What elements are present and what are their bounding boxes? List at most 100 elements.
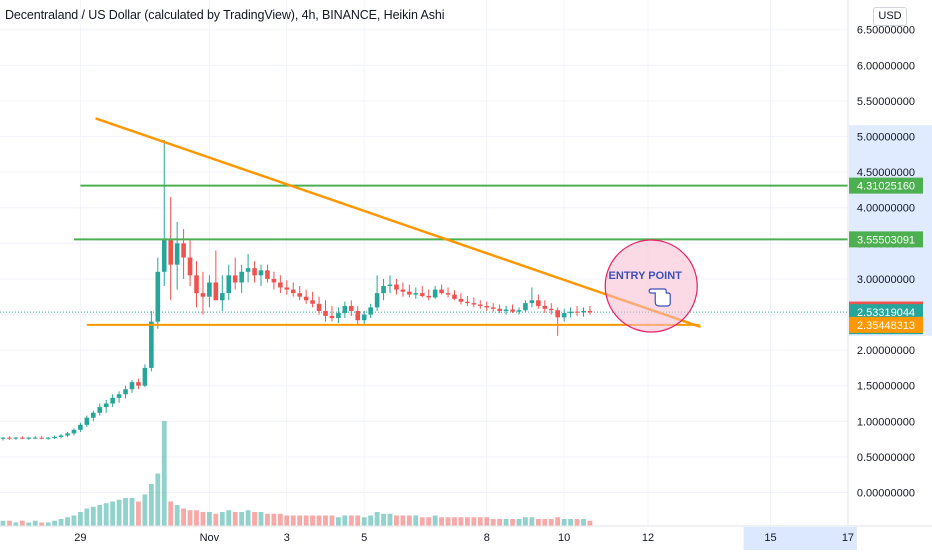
candle-body: [452, 294, 457, 299]
candle-body: [123, 389, 128, 395]
volume-bar: [342, 515, 348, 526]
volume-bar: [568, 519, 573, 526]
candle: [52, 435, 57, 440]
volume-bar: [355, 515, 361, 526]
candle-body: [303, 296, 309, 301]
volume-bar: [245, 510, 251, 526]
candle-body: [510, 309, 515, 312]
volume-bar: [103, 503, 109, 526]
candle-body: [432, 289, 438, 298]
volume-bar: [310, 515, 315, 526]
volume-bar: [265, 513, 270, 526]
trendline: [95, 117, 701, 328]
volume-bar: [7, 520, 12, 526]
candle: [374, 275, 380, 311]
candle: [278, 275, 283, 294]
volume-bar: [490, 519, 496, 526]
candle-body: [329, 315, 335, 319]
time-tick-label: 17: [842, 532, 854, 544]
volume-bar: [226, 510, 232, 526]
candle-body: [265, 270, 270, 279]
candle-body: [149, 321, 154, 368]
candle-body: [168, 239, 173, 265]
volume-bar: [523, 517, 528, 526]
candle: [336, 307, 341, 324]
price-tick-label: 5.50000000: [857, 96, 915, 108]
volume-bar: [168, 501, 174, 526]
volume-bar: [323, 515, 328, 526]
price-label-box: [849, 231, 923, 248]
volume-bar: [174, 505, 180, 526]
candle-body: [97, 407, 103, 413]
horizontal-levels: [73, 184, 848, 326]
volume-bar: [329, 515, 335, 526]
candle-body: [503, 309, 509, 311]
trendline[interactable]: [95, 117, 701, 328]
candle-body: [200, 293, 206, 297]
volume-bar: [45, 522, 51, 526]
price-tick-label: 5.00000000: [857, 132, 915, 144]
candle-body: [355, 310, 361, 321]
candle: [581, 307, 586, 317]
volume-bar: [361, 517, 367, 526]
candle-body: [419, 293, 425, 296]
price-tick-label: 0.00000000: [857, 488, 915, 500]
volume-bar: [426, 517, 432, 526]
candle-body: [20, 437, 25, 439]
volume-bar: [510, 519, 515, 526]
candle: [478, 300, 483, 309]
candle-body: [381, 286, 386, 294]
candle-body: [252, 268, 257, 276]
candle-body: [142, 367, 148, 386]
candle: [465, 295, 470, 306]
candle: [187, 239, 193, 287]
volume-bar: [32, 520, 38, 526]
candle: [207, 275, 212, 308]
price-label[interactable]: 2.35448313: [849, 316, 923, 333]
candle-body: [490, 307, 496, 309]
candle: [161, 140, 167, 287]
volume-bar: [477, 517, 483, 526]
candle-body: [555, 310, 560, 318]
candle-body: [561, 313, 567, 318]
candle-body: [581, 310, 586, 313]
volume-bar: [58, 519, 64, 526]
volume-bar: [374, 512, 380, 526]
candle-body: [542, 305, 548, 309]
candle: [529, 287, 535, 308]
candle: [452, 290, 457, 301]
candle-body: [574, 311, 580, 313]
time-tick-label: 3: [284, 532, 290, 544]
volume-bar: [387, 513, 393, 526]
candle: [426, 289, 431, 301]
time-tick-label: 5: [361, 532, 367, 544]
price-label[interactable]: 4.31025160: [849, 177, 923, 194]
candle-body: [439, 289, 444, 294]
currency-button[interactable]: USD: [873, 7, 907, 26]
volume-bar: [394, 515, 399, 526]
volume-bar: [400, 515, 406, 526]
price-label[interactable]: 3.55503091: [849, 231, 923, 248]
price-tick-label: 2.00000000: [857, 345, 915, 357]
volume-bar: [129, 498, 135, 526]
candle: [316, 296, 322, 315]
volume-bar: [277, 513, 283, 526]
candle-body: [32, 437, 38, 439]
volume-bar: [219, 512, 225, 526]
candle-body: [523, 303, 528, 311]
candle-body: [278, 282, 283, 288]
candle: [471, 297, 477, 308]
candle: [258, 264, 264, 287]
candle-body: [52, 436, 57, 438]
entry-point-circle[interactable]: [604, 239, 698, 333]
volume-bars: [0, 421, 593, 526]
time-tick-label: 29: [74, 532, 86, 544]
price-tick-label: 6.50000000: [857, 25, 915, 37]
candle-body: [426, 295, 431, 298]
time-axis: 29 Nov 3 5 8 10 12 15 17: [0, 525, 932, 550]
candle: [26, 436, 32, 440]
candle: [116, 391, 122, 403]
candle: [400, 282, 406, 297]
